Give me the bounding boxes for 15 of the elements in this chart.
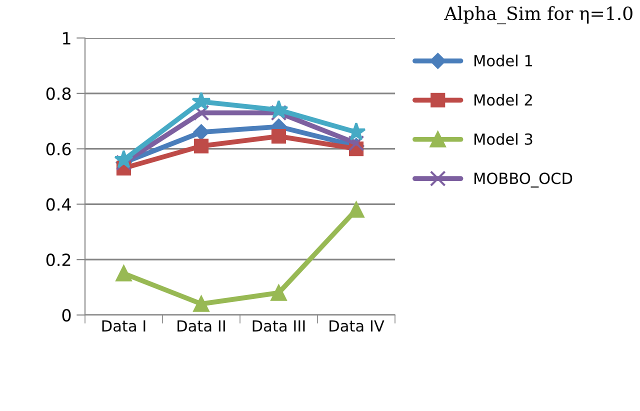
y-tick-label: 0.8 [46,87,71,100]
x-tick-label: Data I [102,320,146,332]
legend-label: Model 3 [474,133,532,145]
y-tick-label: 1 [63,32,70,44]
y-tick-label: 0.4 [46,198,71,211]
x-tick-label: Data III [252,320,305,332]
y-tick-label: 0.2 [46,254,70,266]
x-tick-label: Data II [178,320,225,332]
x-tick-label: Data IV [330,320,384,332]
y-tick-label: 0 [62,308,71,322]
y-tick-label: 0.6 [46,142,71,156]
legend-label: Model 1 [474,54,532,66]
legend-label: MOBBO_OCD [474,172,572,188]
text: Alpha_Sim for η=1.0 [444,6,632,24]
legend-label: Model 2 [474,94,532,106]
